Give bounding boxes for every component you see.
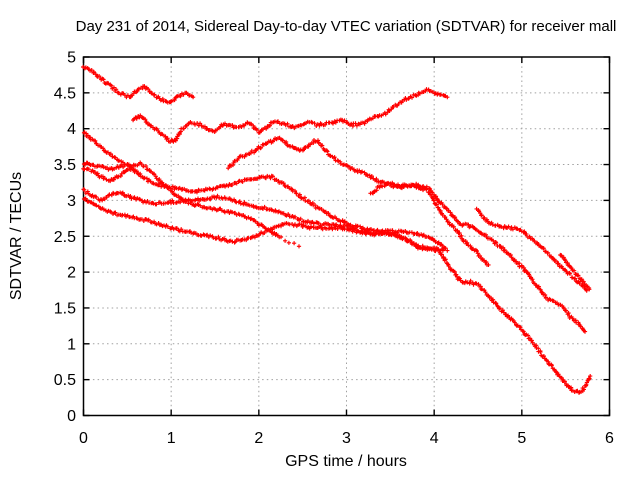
x-tick-label: 5 [517, 430, 526, 447]
series-arc-5 [81, 160, 302, 249]
series-arc-11 [558, 252, 592, 292]
x-tick-label: 3 [342, 430, 351, 447]
x-tick-label: 6 [605, 430, 614, 447]
series-arc-1 [81, 64, 196, 105]
series-arc-8 [226, 135, 588, 334]
y-tick-label: 4 [67, 121, 76, 138]
x-axis-label: GPS time / hours [285, 453, 407, 470]
chart-title: Day 231 of 2014, Sidereal Day-to-day VTE… [76, 18, 617, 35]
y-tick-label: 0 [67, 408, 76, 425]
series-arc-2 [131, 87, 450, 144]
y-tick-label: 1.5 [54, 300, 76, 317]
y-tick-label: 3 [67, 193, 76, 210]
plot-area: 0 1 2 3 4 5 6 0 0.5 1 1.5 2 2.5 3 3.5 4 4.5 5 [54, 50, 614, 448]
y-tick-label: 1 [67, 336, 76, 353]
x-tick-label: 1 [167, 430, 176, 447]
x-tick-label: 0 [79, 430, 88, 447]
y-tick-label: 4.5 [54, 85, 76, 102]
y-tick-label: 2.5 [54, 229, 76, 246]
y-axis-label: SDTVAR / TECUs [8, 172, 25, 300]
series-arc-7 [81, 196, 445, 253]
y-tick-label: 3.5 [54, 157, 76, 174]
x-tick-label: 4 [430, 430, 439, 447]
series-arc-9 [368, 180, 491, 267]
x-tick-label: 2 [254, 430, 263, 447]
y-tick-label: 2 [67, 265, 76, 282]
series-arc-3 [81, 130, 141, 177]
series-arc-10 [474, 206, 589, 293]
y-tick-label: 5 [67, 50, 76, 67]
y-tick-label: 0.5 [54, 372, 76, 389]
